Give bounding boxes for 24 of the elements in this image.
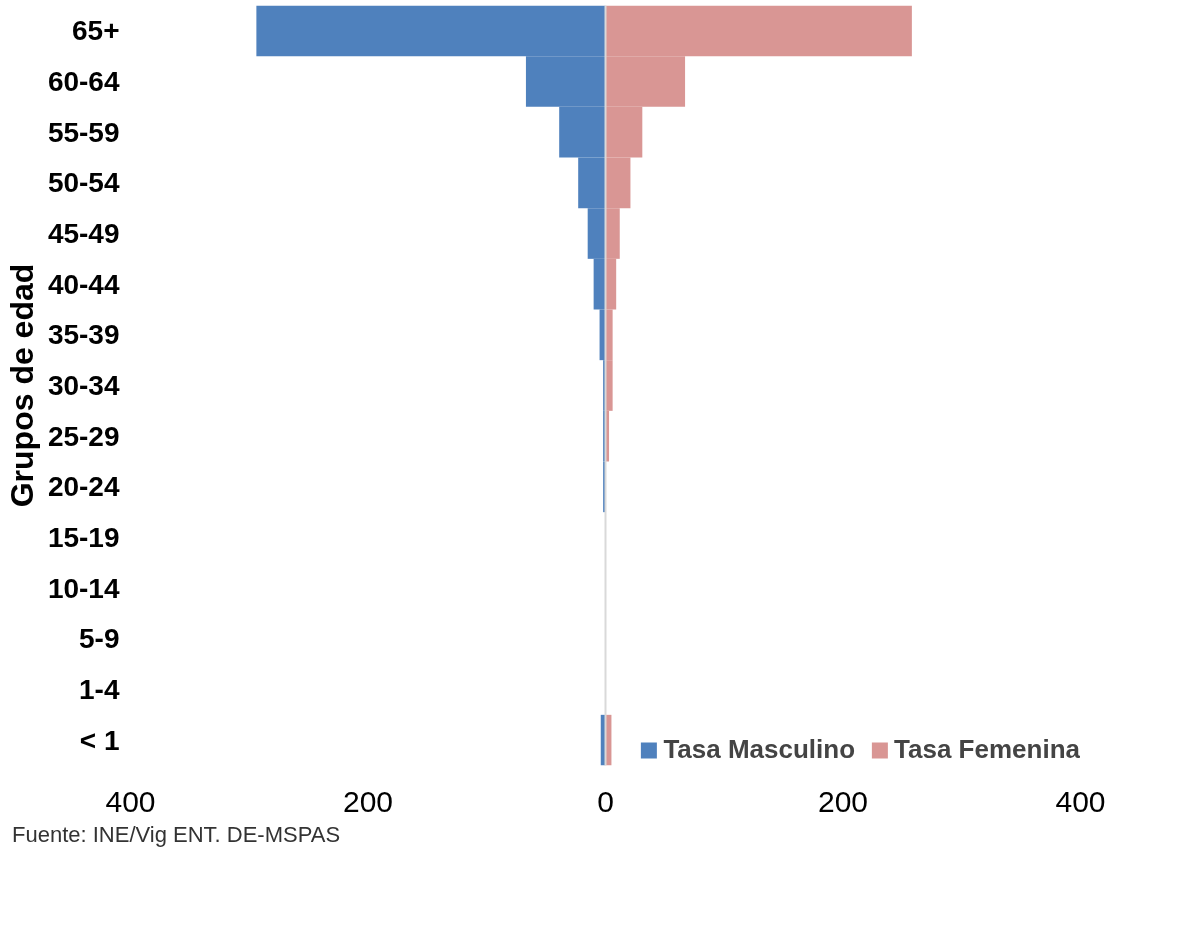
x-tick-label: 400: [105, 784, 156, 818]
y-tick-label: 1-4: [79, 674, 120, 705]
y-tick-label: 35-39: [47, 319, 120, 351]
y-tick-label: 55-59: [47, 116, 120, 148]
legend-label: Tasa Masculino: [663, 734, 856, 765]
x-tick-label: 0: [597, 784, 614, 818]
y-tick-label: 50-54: [47, 167, 120, 199]
y-tick-label: 5-9: [79, 623, 120, 655]
source-note: Fuente: INE/Vig ENT. DE-MSPAS: [12, 821, 341, 849]
y-tick-label: 45-49: [47, 218, 120, 249]
y-tick-label: 60-64: [47, 66, 120, 97]
legend-label: Tasa Femenina: [894, 734, 1080, 765]
y-tick-label: < 1: [79, 724, 120, 756]
x-tick-label: 200: [342, 784, 394, 818]
x-tick-label: 200: [817, 784, 869, 818]
y-tick-label: 30-34: [47, 370, 120, 401]
y-tick-label: 65+: [72, 15, 120, 47]
x-tick-label: 400: [1055, 784, 1106, 818]
y-tick-label: 25-29: [47, 420, 120, 452]
y-tick-label: 20-24: [47, 471, 120, 503]
y-tick-label: 10-14: [47, 572, 120, 604]
y-axis-title: Grupos de edad: [3, 263, 40, 508]
y-tick-label: 40-44: [47, 268, 120, 300]
y-tick-label: 15-19: [47, 522, 120, 553]
